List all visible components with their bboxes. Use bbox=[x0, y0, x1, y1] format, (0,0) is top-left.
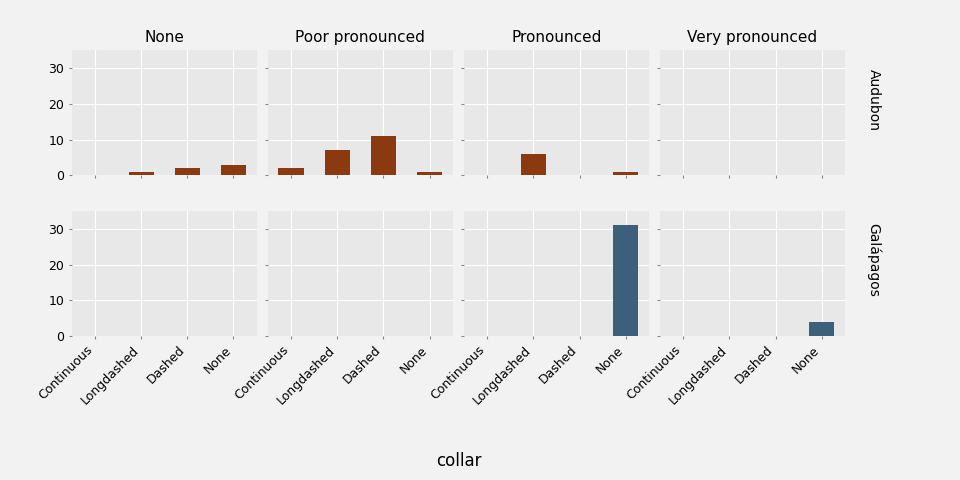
Bar bbox=[613, 172, 638, 175]
Bar bbox=[278, 168, 303, 175]
Bar bbox=[221, 165, 246, 175]
Bar bbox=[613, 226, 638, 336]
Bar bbox=[324, 150, 350, 175]
Text: Galápagos: Galápagos bbox=[866, 224, 881, 297]
Text: Audubon: Audubon bbox=[867, 69, 880, 131]
Bar bbox=[417, 172, 443, 175]
Text: collar: collar bbox=[436, 452, 481, 470]
Text: Very pronounced: Very pronounced bbox=[687, 30, 818, 45]
Bar bbox=[129, 172, 154, 175]
Text: Poor pronounced: Poor pronounced bbox=[296, 30, 425, 45]
Bar bbox=[809, 322, 834, 336]
Text: None: None bbox=[144, 30, 184, 45]
Bar bbox=[175, 168, 200, 175]
Bar bbox=[371, 136, 396, 175]
Text: Pronounced: Pronounced bbox=[512, 30, 602, 45]
Bar bbox=[520, 154, 546, 175]
